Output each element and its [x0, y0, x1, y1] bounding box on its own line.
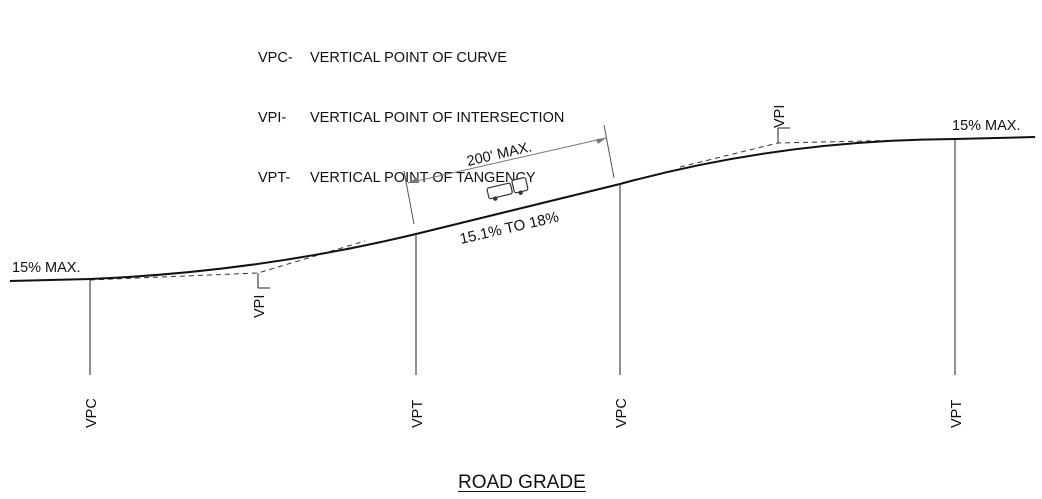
grade-label-middle: 15.1% TO 18%	[458, 209, 560, 248]
diagram-title: ROAD GRADE	[458, 472, 586, 493]
legend-row-vpc: VPC- VERTICAL POINT OF CURVE	[258, 48, 564, 68]
dimension-label: 200' MAX.	[465, 139, 533, 170]
dimension-line	[407, 137, 607, 184]
grade-label-right: 15% MAX.	[952, 118, 1021, 134]
vpt-label-mid: VPT	[410, 400, 426, 428]
road-profile	[9, 136, 1036, 282]
legend-text: VERTICAL POINT OF INTERSECTION	[310, 110, 565, 126]
legend-abbr: VPC-	[258, 50, 293, 66]
dimension-ext-left	[403, 170, 415, 225]
tangent-line-right	[679, 138, 956, 168]
legend-row-vpi: VPI- VERTICAL POINT OF INTERSECTION	[258, 108, 564, 128]
vpc-label-mid: VPC	[614, 398, 630, 428]
truck-trailer-icon	[486, 177, 529, 201]
vpi-label-right: VPI	[772, 105, 788, 128]
vpc-label-left: VPC	[84, 398, 100, 428]
vpt-label-right: VPT	[949, 400, 965, 428]
legend: VPC- VERTICAL POINT OF CURVE VPI- VERTICAL…	[258, 8, 564, 208]
legend-abbr: VPI-	[258, 110, 287, 126]
grade-label-left: 15% MAX.	[12, 260, 81, 276]
dimension-arrow-left	[408, 177, 419, 183]
dimension-arrow-right	[596, 138, 606, 144]
legend-text: VERTICAL POINT OF CURVE	[310, 50, 507, 66]
tangent-line-left	[89, 240, 366, 281]
dimension-ext-right	[603, 124, 615, 179]
legend-abbr: VPT-	[258, 170, 291, 186]
vpi-label-left: VPI	[252, 295, 268, 318]
